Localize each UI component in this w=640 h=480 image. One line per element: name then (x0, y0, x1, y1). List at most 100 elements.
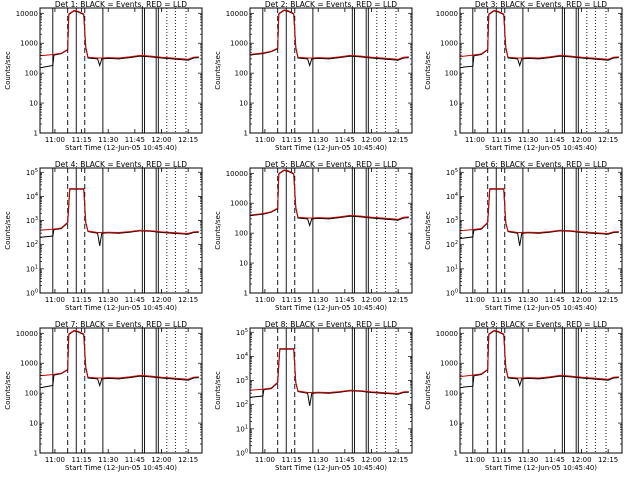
x-tick-label: 11:15 (281, 456, 301, 464)
x-tick-label: 12:00 (361, 136, 381, 144)
y-tick-label: 10000 (16, 10, 38, 18)
y-tick-label: 105 (236, 328, 248, 337)
y-axis-label: Counts/sec (424, 51, 432, 90)
y-tick-label: 100 (445, 390, 458, 398)
series-line-events (39, 10, 199, 69)
y-tick-label: 102 (26, 240, 38, 249)
x-axis-label: Start Time (12-Jun-05 10:45:40) (65, 144, 177, 152)
series-line-events (459, 330, 619, 389)
x-tick-label: 11:15 (71, 296, 91, 304)
y-tick-label: 1 (454, 130, 458, 138)
plot-frame (459, 7, 623, 134)
x-tick-label: 12:15 (598, 296, 618, 304)
x-tick-label: 11:00 (255, 296, 275, 304)
y-tick-label: 10 (239, 260, 248, 268)
series-line-lld (39, 329, 199, 380)
y-tick-label: 1 (454, 450, 458, 458)
x-tick-label: 11:45 (125, 296, 145, 304)
x-tick-label: 11:30 (518, 136, 538, 144)
y-tick-label: 105 (446, 168, 458, 177)
y-axis-label: Counts/sec (4, 371, 12, 410)
plot-frame (39, 7, 203, 134)
plot-panel: Det 4: BLACK = Events, RED = LLD 11:00 11:… (4, 160, 203, 312)
plot-panel: Det 3: BLACK = Events, RED = LLD 11:00 11:… (424, 0, 623, 152)
x-tick-label: 12:00 (151, 296, 171, 304)
y-axis-label: Counts/sec (424, 211, 432, 250)
x-tick-label: 11:15 (281, 296, 301, 304)
x-tick-label: 11:00 (255, 136, 275, 144)
x-tick-label: 11:15 (491, 456, 511, 464)
y-tick-label: 1000 (230, 200, 248, 208)
y-tick-label: 104 (446, 192, 458, 201)
plot-frame (39, 167, 203, 294)
x-axis-label: Start Time (12-Jun-05 10:45:40) (275, 144, 387, 152)
x-axis-label: Start Time (12-Jun-05 10:45:40) (485, 304, 597, 312)
x-tick-label: 11:30 (98, 296, 118, 304)
x-tick-label: 12:15 (388, 296, 408, 304)
y-axis-label: Counts/sec (4, 211, 12, 250)
y-tick-label: 100 (236, 449, 248, 458)
x-tick-label: 11:00 (255, 456, 275, 464)
plot-frame (249, 7, 413, 134)
y-axis-label: Counts/sec (4, 51, 12, 90)
series-line-lld (39, 188, 199, 235)
y-axis-label: Counts/sec (424, 371, 432, 410)
x-tick-label: 11:00 (45, 456, 65, 464)
x-axis-label: Start Time (12-Jun-05 10:45:40) (65, 304, 177, 312)
x-tick-label: 11:30 (308, 456, 328, 464)
y-tick-label: 101 (236, 424, 248, 433)
plot-title: Det 9: BLACK = Events, RED = LLD (475, 320, 607, 329)
y-tick-label: 10 (449, 420, 458, 428)
y-tick-label: 105 (26, 168, 38, 177)
series-line-lld (249, 348, 409, 395)
series-line-events (249, 169, 409, 228)
plot-title: Det 1: BLACK = Events, RED = LLD (55, 0, 187, 9)
x-tick-label: 11:15 (491, 296, 511, 304)
y-tick-label: 102 (236, 400, 248, 409)
x-tick-label: 12:15 (178, 296, 198, 304)
x-tick-label: 11:00 (465, 136, 485, 144)
x-tick-label: 11:30 (518, 296, 538, 304)
series-line-lld (459, 188, 619, 235)
plot-panel: Det 7: BLACK = Events, RED = LLD 11:00 11:… (4, 320, 203, 472)
x-tick-label: 11:45 (125, 456, 145, 464)
x-tick-label: 12:00 (571, 136, 591, 144)
y-tick-label: 10000 (436, 330, 458, 338)
plot-panel: Det 8: BLACK = Events, RED = LLD 11:00 11:… (214, 320, 413, 472)
x-axis-label: Start Time (12-Jun-05 10:45:40) (485, 464, 597, 472)
series-line-lld (249, 169, 409, 220)
plot-panel: Det 6: BLACK = Events, RED = LLD 11:00 11:… (424, 160, 623, 312)
series-line-events (249, 348, 409, 406)
x-tick-label: 11:45 (335, 296, 355, 304)
y-tick-label: 1 (244, 290, 248, 298)
y-tick-label: 100 (25, 390, 38, 398)
y-tick-label: 103 (446, 216, 458, 225)
y-tick-label: 100 (26, 289, 38, 298)
y-tick-label: 100 (235, 230, 248, 238)
y-axis-label: Counts/sec (214, 51, 222, 90)
y-tick-label: 1000 (20, 40, 38, 48)
plot-title: Det 2: BLACK = Events, RED = LLD (265, 0, 397, 9)
y-tick-label: 100 (446, 289, 458, 298)
y-tick-label: 1000 (440, 40, 458, 48)
x-tick-label: 11:15 (491, 136, 511, 144)
y-tick-label: 1 (34, 130, 38, 138)
y-axis-label: Counts/sec (214, 371, 222, 410)
y-tick-label: 10000 (436, 10, 458, 18)
series-line-lld (459, 9, 619, 60)
plot-panel: Det 2: BLACK = Events, RED = LLD 11:00 11:… (214, 0, 413, 152)
y-tick-label: 100 (445, 70, 458, 78)
x-tick-label: 11:30 (308, 136, 328, 144)
plot-panel: Det 9: BLACK = Events, RED = LLD 11:00 11:… (424, 320, 623, 472)
x-tick-label: 11:30 (98, 136, 118, 144)
y-tick-label: 100 (235, 70, 248, 78)
x-tick-label: 12:15 (178, 456, 198, 464)
series-line-lld (39, 9, 199, 60)
x-tick-label: 11:15 (71, 456, 91, 464)
x-tick-label: 12:00 (361, 456, 381, 464)
x-tick-label: 11:00 (45, 136, 65, 144)
x-tick-label: 11:45 (125, 136, 145, 144)
series-line-events (249, 9, 409, 68)
x-axis-label: Start Time (12-Jun-05 10:45:40) (275, 304, 387, 312)
y-tick-label: 104 (236, 352, 248, 361)
